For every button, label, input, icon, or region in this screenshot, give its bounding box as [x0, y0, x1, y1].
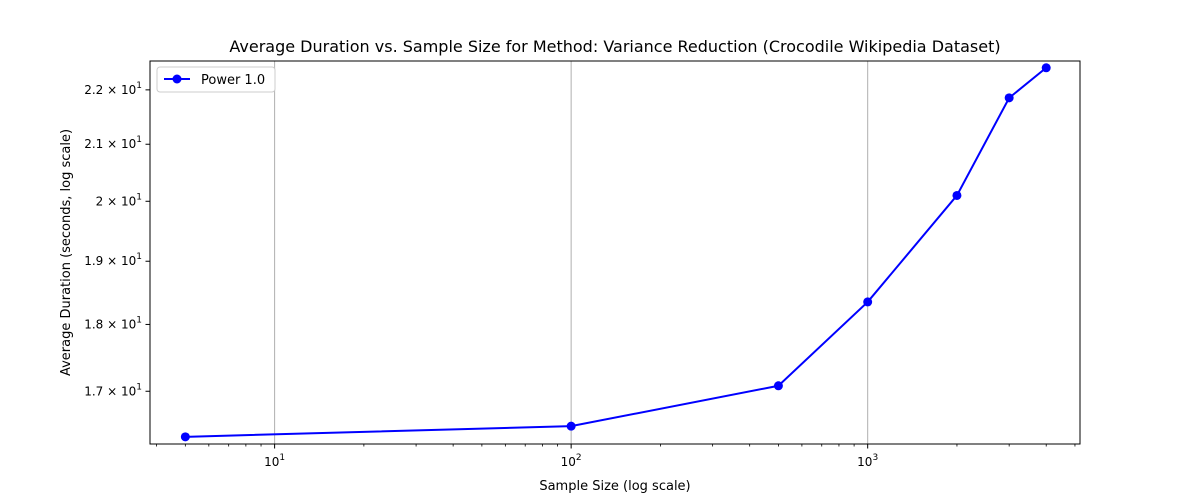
data-point	[566, 421, 576, 431]
plot-frame	[149, 60, 1081, 445]
legend-series-marker	[172, 74, 182, 84]
x-tick-label: 101	[264, 453, 285, 469]
axis-ticks: 101 102 103 1.7 × 101 1.8 × 101 1.9 × 101 2 × …	[84, 81, 1076, 469]
y-axis-label: Average Duration (seconds, log scale)	[59, 129, 74, 376]
y-tick-label: 2.2 × 101	[84, 81, 142, 97]
grid-lines	[274, 61, 869, 444]
y-tick-label: 2.1 × 101	[84, 135, 142, 151]
y-tick-label: 2 × 101	[96, 192, 142, 208]
y-tick-label: 1.9 × 101	[84, 252, 142, 268]
chart-title: Average Duration vs. Sample Size for Met…	[229, 37, 1000, 56]
data-point	[863, 297, 873, 307]
x-tick-label: 103	[857, 453, 878, 469]
data-point	[1004, 93, 1014, 103]
plot-data	[180, 63, 1051, 442]
data-point	[1041, 63, 1051, 73]
data-point	[180, 432, 190, 442]
data-point	[773, 381, 783, 391]
x-tick-label: 102	[561, 453, 582, 469]
x-axis-label: Sample Size (log scale)	[539, 479, 690, 494]
series-line	[185, 66, 1047, 438]
legend-box	[156, 66, 276, 93]
legend: Power 1.0	[156, 66, 276, 93]
y-tick-label: 1.8 × 101	[84, 315, 142, 331]
legend-series-label: Power 1.0	[201, 73, 265, 88]
y-tick-label: 1.7 × 101	[84, 382, 142, 398]
data-point	[952, 190, 962, 200]
